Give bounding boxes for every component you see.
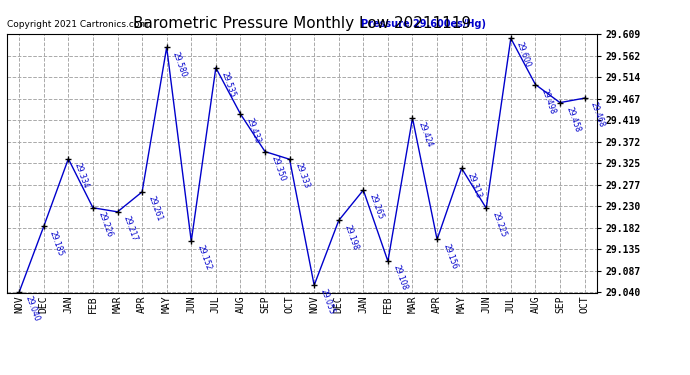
Text: 29.458: 29.458 [564, 105, 582, 134]
Text: 29.313: 29.313 [466, 171, 483, 199]
Text: 29.468: 29.468 [589, 101, 607, 129]
Text: 29.535: 29.535 [220, 70, 237, 99]
Text: 29.334: 29.334 [72, 162, 90, 190]
Text: 29.226: 29.226 [97, 210, 115, 238]
Text: 29.580: 29.580 [171, 50, 188, 78]
Text: 29.350: 29.350 [269, 154, 287, 183]
Text: 29.156: 29.156 [441, 242, 459, 270]
Text: 29.333: 29.333 [294, 162, 311, 190]
Text: 29.424: 29.424 [417, 121, 434, 149]
Text: 29.108: 29.108 [392, 264, 410, 292]
Text: 29.433: 29.433 [244, 117, 262, 145]
Text: 29.261: 29.261 [146, 195, 164, 222]
Text: 29.198: 29.198 [343, 223, 360, 251]
Text: 29.040: 29.040 [23, 295, 41, 323]
Text: Pressure 29.600es/Hg): Pressure 29.600es/Hg) [361, 19, 486, 28]
Text: Copyright 2021 Cartronics.com: Copyright 2021 Cartronics.com [7, 20, 148, 28]
Text: 29.152: 29.152 [195, 244, 213, 272]
Text: 29.498: 29.498 [540, 87, 557, 115]
Text: 29.185: 29.185 [48, 229, 66, 257]
Text: 29.265: 29.265 [368, 193, 385, 221]
Text: 29.217: 29.217 [121, 214, 139, 243]
Text: 29.225: 29.225 [491, 211, 508, 239]
Text: 29.055: 29.055 [318, 288, 336, 316]
Title: Barometric Pressure Monthly Low 20211119: Barometric Pressure Monthly Low 20211119 [132, 16, 471, 31]
Text: 29.600: 29.600 [515, 41, 533, 69]
